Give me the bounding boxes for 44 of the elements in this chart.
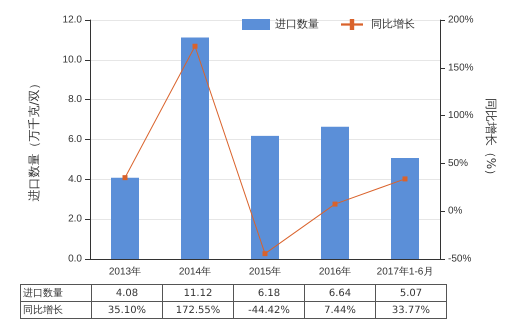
data-label: 172.55% xyxy=(162,302,234,318)
y-tick-label: 8.0 xyxy=(68,94,82,106)
point xyxy=(402,176,408,182)
x-tick-label: 2013年 xyxy=(108,266,142,278)
data-label: 7.44% xyxy=(304,302,376,318)
y2-tick-label: 150% xyxy=(448,62,474,74)
text: 进口数量 xyxy=(23,288,63,299)
x-tick-label: 2017年1-6月 xyxy=(376,266,434,278)
data-label: 6.18 xyxy=(234,284,304,302)
y2-tick-label: 50% xyxy=(448,158,468,169)
data-label: 11.12 xyxy=(162,284,234,302)
y-tick-label: 6.0 xyxy=(68,134,82,145)
bar xyxy=(321,126,349,259)
data-label: 33.77% xyxy=(376,302,446,318)
y2-tick-label: 100% xyxy=(448,110,474,122)
bar xyxy=(181,38,209,259)
x-tick-label: 2015年 xyxy=(248,266,282,278)
data-label: 6.64 xyxy=(304,284,376,302)
y-tick-label: 0.0 xyxy=(68,254,82,264)
x-tick-label: 2016年 xyxy=(318,266,352,278)
text: 同比增长 xyxy=(23,305,63,316)
y-tick-label: 10.0 xyxy=(62,54,82,66)
y-axis-title: 进口数量（万千克/双） xyxy=(27,77,41,202)
y-tick-label: 4.0 xyxy=(68,174,82,185)
bar xyxy=(391,158,419,259)
data-label: 5.07 xyxy=(376,284,446,302)
point xyxy=(332,202,338,207)
bar xyxy=(111,178,139,259)
bar xyxy=(251,136,279,259)
data-label: -44.42% xyxy=(234,302,304,318)
x-tick-label: 2014年 xyxy=(178,266,212,278)
y2-tick-label: 200% xyxy=(448,14,474,26)
y-tick-label: 12.0 xyxy=(62,14,82,26)
y-tick-label: 2.0 xyxy=(68,214,82,225)
y2-tick-label: 0% xyxy=(448,206,463,217)
point xyxy=(122,175,128,180)
point xyxy=(192,44,198,49)
legend-label: 进口数量 xyxy=(275,18,319,30)
data-label: 4.08 xyxy=(92,284,162,302)
y2-tick-label: -50% xyxy=(448,254,472,264)
legend-label: 同比增长 xyxy=(371,18,415,30)
point xyxy=(262,251,268,256)
y2-axis-title: 同比增长（%） xyxy=(484,98,498,182)
data-label: 35.10% xyxy=(92,302,162,318)
